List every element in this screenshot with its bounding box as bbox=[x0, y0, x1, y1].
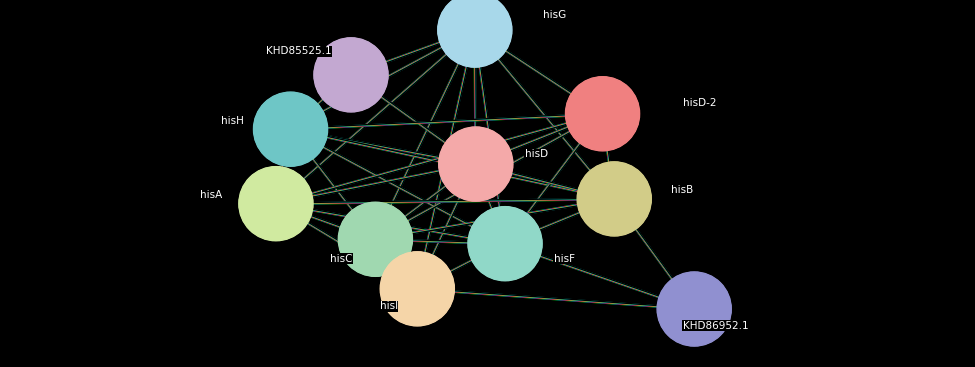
Ellipse shape bbox=[314, 38, 388, 112]
Text: KHD86952.1: KHD86952.1 bbox=[682, 321, 748, 331]
Ellipse shape bbox=[338, 202, 412, 276]
Ellipse shape bbox=[577, 162, 651, 236]
Text: hisD: hisD bbox=[525, 149, 548, 159]
Ellipse shape bbox=[566, 77, 640, 151]
Text: hisG: hisG bbox=[543, 10, 566, 21]
Text: hisI: hisI bbox=[379, 301, 398, 312]
Text: hisF: hisF bbox=[554, 254, 575, 264]
Text: hisD-2: hisD-2 bbox=[682, 98, 716, 108]
Ellipse shape bbox=[438, 0, 512, 67]
Ellipse shape bbox=[657, 272, 731, 346]
Text: KHD85525.1: KHD85525.1 bbox=[266, 46, 332, 57]
Text: hisC: hisC bbox=[331, 254, 353, 264]
Ellipse shape bbox=[239, 167, 313, 241]
Ellipse shape bbox=[380, 252, 454, 326]
Text: hisB: hisB bbox=[671, 185, 693, 195]
Ellipse shape bbox=[439, 127, 513, 201]
Ellipse shape bbox=[468, 207, 542, 281]
Ellipse shape bbox=[254, 92, 328, 166]
Text: hisH: hisH bbox=[221, 116, 244, 126]
Text: hisA: hisA bbox=[200, 190, 222, 200]
